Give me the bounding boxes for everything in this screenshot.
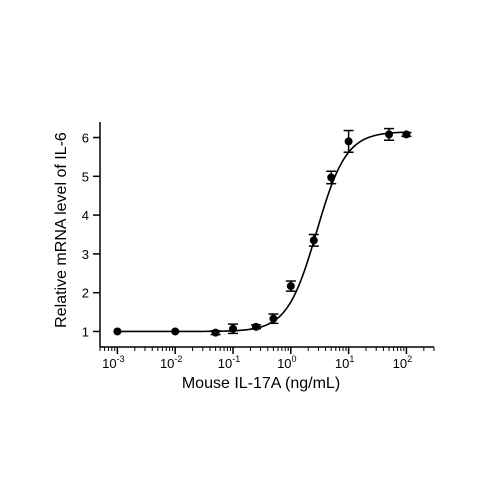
x-tick-base: 10	[393, 356, 407, 371]
data-point	[113, 327, 122, 336]
x-tick-exponent: 2	[407, 354, 412, 364]
x-tick-label: 10-1	[218, 354, 240, 371]
x-tick-label: 10-2	[160, 354, 182, 371]
data-point	[385, 130, 394, 139]
x-tick-exponent: -1	[232, 354, 240, 364]
y-tick-label: 2	[82, 286, 89, 301]
x-tick-base: 10	[160, 356, 174, 371]
y-axis-title: Relative mRNA level of IL-6	[53, 132, 70, 328]
y-tick-label: 6	[82, 131, 89, 146]
data-point	[344, 137, 353, 146]
x-tick-base: 10	[218, 356, 232, 371]
data-points-layer	[113, 127, 412, 337]
y-tick-label: 5	[82, 169, 89, 184]
data-point	[309, 236, 318, 245]
x-tick-label: 100	[277, 354, 296, 371]
x-tick-label: 10-3	[102, 354, 124, 371]
fit-curve	[117, 131, 407, 333]
x-tick-label: 102	[393, 354, 412, 371]
x-tick-base: 10	[277, 356, 291, 371]
x-tick-base: 10	[102, 356, 116, 371]
x-tick-exponent: 0	[292, 354, 297, 364]
axes-layer	[99, 122, 434, 348]
data-point	[327, 173, 336, 182]
x-tick-exponent: 1	[349, 354, 354, 364]
x-tick-exponent: -2	[174, 354, 182, 364]
data-point	[171, 327, 180, 336]
y-tick-label: 1	[82, 324, 89, 339]
x-tick-exponent: -3	[117, 354, 125, 364]
x-tick-label: 101	[335, 354, 354, 371]
data-point	[229, 324, 238, 333]
y-tick-label: 3	[82, 247, 89, 262]
fit-curve-layer	[117, 131, 407, 333]
data-point	[211, 328, 220, 337]
data-point	[269, 314, 278, 323]
data-point	[402, 130, 411, 139]
data-point	[286, 282, 295, 291]
x-axis-title: Mouse IL-17A (ng/mL)	[182, 375, 340, 392]
data-point	[252, 322, 261, 331]
x-tick-base: 10	[335, 356, 349, 371]
y-tick-label: 4	[82, 208, 89, 223]
